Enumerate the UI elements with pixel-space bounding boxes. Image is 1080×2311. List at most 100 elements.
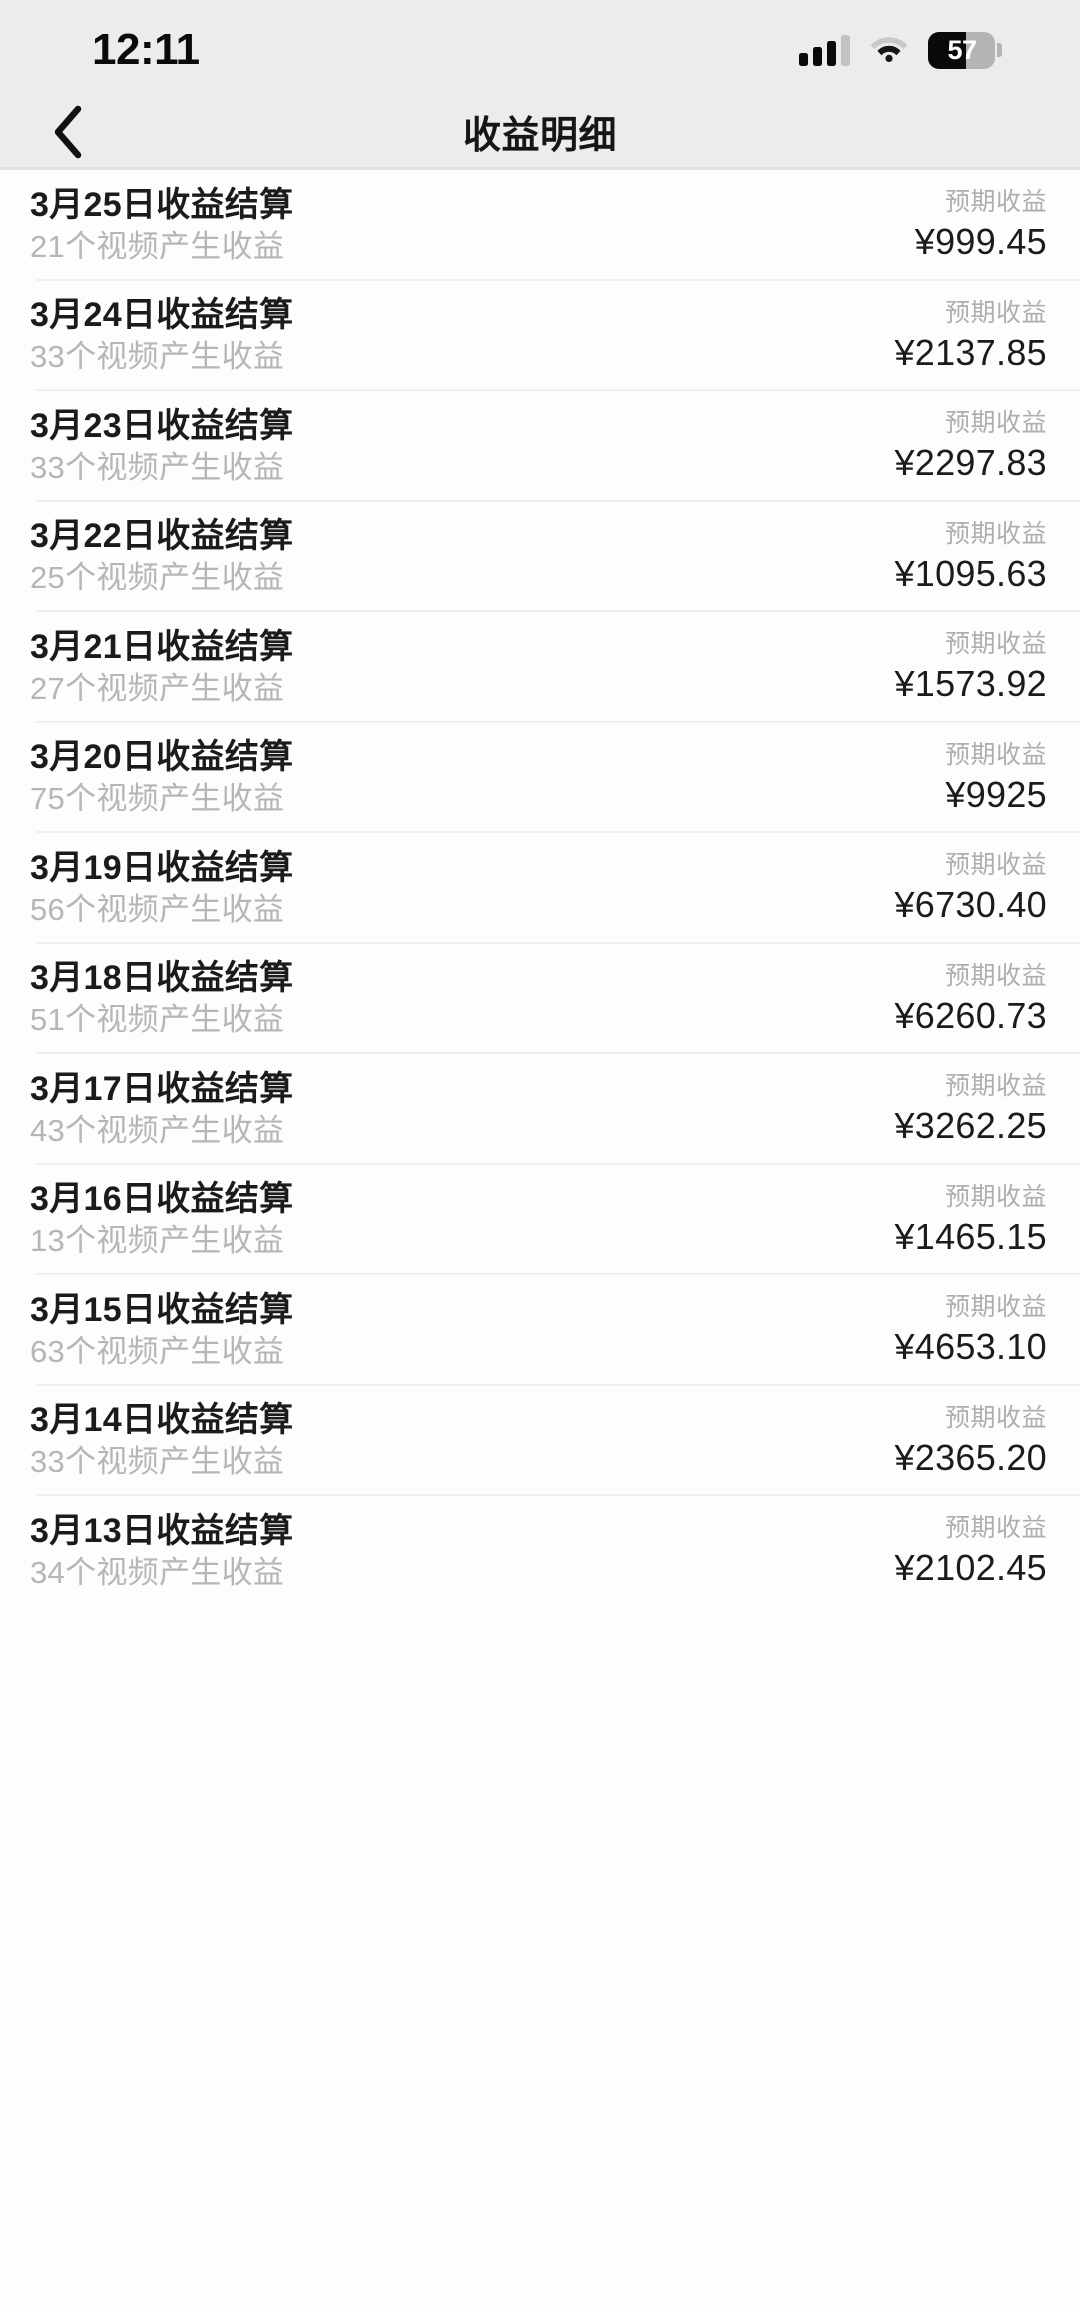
expected-income-label: 预期收益	[944, 961, 1047, 990]
income-row[interactable]: 3月24日收益结算 33个视频产生收益 预期收益 ¥2137.85	[0, 280, 1080, 391]
income-row[interactable]: 3月20日收益结算 75个视频产生收益 预期收益 ¥9925	[0, 722, 1080, 833]
income-row-title: 3月17日收益结算	[30, 1069, 294, 1108]
income-row-title: 3月21日收益结算	[30, 627, 294, 666]
income-row-right: 预期收益 ¥2137.85	[894, 298, 1047, 373]
income-row-subtitle: 51个视频产生收益	[30, 1002, 285, 1038]
expected-income-amount: ¥3262.25	[894, 1105, 1047, 1147]
income-row-title: 3月16日收益结算	[30, 1180, 294, 1219]
income-row-title: 3月14日收益结算	[30, 1401, 294, 1440]
chevron-left-icon	[54, 105, 82, 158]
income-row-title: 3月13日收益结算	[30, 1511, 294, 1550]
income-row[interactable]: 3月17日收益结算 43个视频产生收益 预期收益 ¥3262.25	[0, 1054, 1080, 1165]
expected-income-label: 预期收益	[944, 851, 1047, 880]
income-row-left: 3月13日收益结算 34个视频产生收益	[30, 1512, 293, 1591]
expected-income-amount: ¥1465.15	[894, 1215, 1047, 1257]
wifi-icon	[869, 32, 909, 67]
income-row-left: 3月19日收益结算 56个视频产生收益	[30, 849, 293, 928]
income-row-right: 预期收益 ¥9925	[944, 740, 1047, 815]
income-row-title: 3月25日收益结算	[30, 185, 294, 224]
navigation-bar: 收益明细	[0, 96, 1080, 167]
expected-income-label: 预期收益	[944, 188, 1047, 217]
income-row-left: 3月23日收益结算 33个视频产生收益	[30, 407, 293, 486]
income-row[interactable]: 3月18日收益结算 51个视频产生收益 预期收益 ¥6260.73	[0, 943, 1080, 1054]
income-row-subtitle: 21个视频产生收益	[30, 228, 285, 264]
income-row-left: 3月15日收益结算 63个视频产生收益	[30, 1291, 293, 1370]
income-row-left: 3月14日收益结算 33个视频产生收益	[30, 1401, 293, 1480]
income-row-right: 预期收益 ¥999.45	[915, 190, 1047, 260]
expected-income-label: 预期收益	[944, 1072, 1047, 1101]
income-row-title: 3月19日收益结算	[30, 848, 294, 887]
back-button[interactable]	[32, 96, 104, 167]
income-row-title: 3月15日收益结算	[30, 1290, 294, 1329]
expected-income-label: 预期收益	[944, 1403, 1047, 1432]
income-row-left: 3月20日收益结算 75个视频产生收益	[30, 738, 293, 817]
expected-income-amount: ¥6730.40	[894, 884, 1047, 926]
expected-income-amount: ¥2102.45	[894, 1547, 1047, 1589]
income-row-subtitle: 34个视频产生收益	[30, 1554, 285, 1590]
income-row-title: 3月18日收益结算	[30, 959, 294, 998]
income-row-subtitle: 56个视频产生收益	[30, 891, 285, 927]
income-row[interactable]: 3月21日收益结算 27个视频产生收益 预期收益 ¥1573.92	[0, 612, 1080, 723]
battery-level-label: 57	[947, 34, 977, 65]
income-row-right: 预期收益 ¥1573.92	[894, 632, 1047, 702]
expected-income-label: 预期收益	[944, 1514, 1047, 1543]
expected-income-amount: ¥1573.92	[894, 663, 1047, 705]
income-row[interactable]: 3月16日收益结算 13个视频产生收益 预期收益 ¥1465.15	[0, 1164, 1080, 1275]
status-bar: 12:11 57	[0, 0, 1080, 96]
expected-income-label: 预期收益	[944, 740, 1047, 769]
income-row-right: 预期收益 ¥1095.63	[894, 519, 1047, 594]
battery-icon: 57	[928, 31, 1002, 69]
income-row-right: 预期收益 ¥2297.83	[894, 411, 1047, 481]
income-row-left: 3月21日收益结算 27个视频产生收益	[30, 628, 293, 707]
expected-income-label: 预期收益	[944, 1293, 1047, 1322]
expected-income-label: 预期收益	[944, 519, 1047, 548]
expected-income-label: 预期收益	[944, 1182, 1047, 1211]
income-row-title: 3月23日收益结算	[30, 406, 294, 445]
expected-income-amount: ¥9925	[945, 773, 1047, 815]
income-row-title: 3月20日收益结算	[30, 738, 294, 777]
income-detail-list[interactable]: 3月25日收益结算 21个视频产生收益 预期收益 ¥999.45 3月24日收益结算 33…	[0, 170, 1080, 2311]
income-row[interactable]: 3月22日收益结算 25个视频产生收益 预期收益 ¥1095.63	[0, 501, 1080, 612]
income-row[interactable]: 3月25日收益结算 21个视频产生收益 预期收益 ¥999.45	[0, 170, 1080, 281]
income-row-right: 预期收益 ¥1465.15	[894, 1182, 1047, 1257]
income-row-right: 预期收益 ¥4653.10	[894, 1295, 1047, 1365]
income-row[interactable]: 3月19日收益结算 56个视频产生收益 预期收益 ¥6730.40	[0, 833, 1080, 944]
expected-income-amount: ¥2297.83	[894, 442, 1047, 484]
income-row[interactable]: 3月13日收益结算 34个视频产生收益 预期收益 ¥2102.45	[0, 1496, 1080, 1607]
income-row-title: 3月22日收益结算	[30, 517, 294, 556]
income-row-left: 3月24日收益结算 33个视频产生收益	[30, 296, 293, 375]
income-row[interactable]: 3月15日收益结算 63个视频产生收益 预期收益 ¥4653.10	[0, 1275, 1080, 1386]
income-row-title: 3月24日收益结算	[30, 296, 294, 335]
income-row-subtitle: 33个视频产生收益	[30, 339, 285, 375]
income-row-right: 预期收益 ¥2102.45	[894, 1516, 1047, 1586]
status-bar-clock: 12:11	[92, 25, 200, 74]
income-row-subtitle: 27个视频产生收益	[30, 670, 285, 706]
income-row-left: 3月18日收益结算 51个视频产生收益	[30, 959, 293, 1038]
income-row[interactable]: 3月14日收益结算 33个视频产生收益 预期收益 ¥2365.20	[0, 1385, 1080, 1496]
expected-income-label: 预期收益	[944, 298, 1047, 327]
expected-income-amount: ¥1095.63	[894, 552, 1047, 594]
expected-income-amount: ¥6260.73	[894, 994, 1047, 1036]
expected-income-amount: ¥999.45	[914, 221, 1047, 263]
expected-income-amount: ¥2137.85	[894, 331, 1047, 373]
income-row-left: 3月17日收益结算 43个视频产生收益	[30, 1070, 293, 1149]
income-row[interactable]: 3月23日收益结算 33个视频产生收益 预期收益 ¥2297.83	[0, 391, 1080, 502]
income-row-left: 3月22日收益结算 25个视频产生收益	[30, 517, 293, 596]
income-row-subtitle: 33个视频产生收益	[30, 1444, 285, 1480]
income-row-right: 预期收益 ¥6730.40	[894, 853, 1047, 923]
expected-income-amount: ¥2365.20	[894, 1436, 1047, 1478]
expected-income-amount: ¥4653.10	[894, 1326, 1047, 1368]
income-row-left: 3月16日收益结算 13个视频产生收益	[30, 1180, 293, 1259]
income-row-left: 3月25日收益结算 21个视频产生收益	[30, 186, 293, 265]
income-row-subtitle: 13个视频产生收益	[30, 1223, 285, 1259]
income-row-subtitle: 63个视频产生收益	[30, 1333, 285, 1369]
nav-divider	[0, 167, 1080, 170]
income-row-right: 预期收益 ¥2365.20	[894, 1403, 1047, 1478]
cellular-signal-icon	[799, 34, 850, 66]
status-bar-indicators: 57	[799, 31, 1002, 69]
income-row-subtitle: 25个视频产生收益	[30, 560, 285, 596]
expected-income-label: 预期收益	[944, 630, 1047, 659]
income-row-subtitle: 33个视频产生收益	[30, 449, 285, 485]
page-title: 收益明细	[462, 115, 617, 157]
income-row-right: 预期收益 ¥3262.25	[894, 1074, 1047, 1144]
